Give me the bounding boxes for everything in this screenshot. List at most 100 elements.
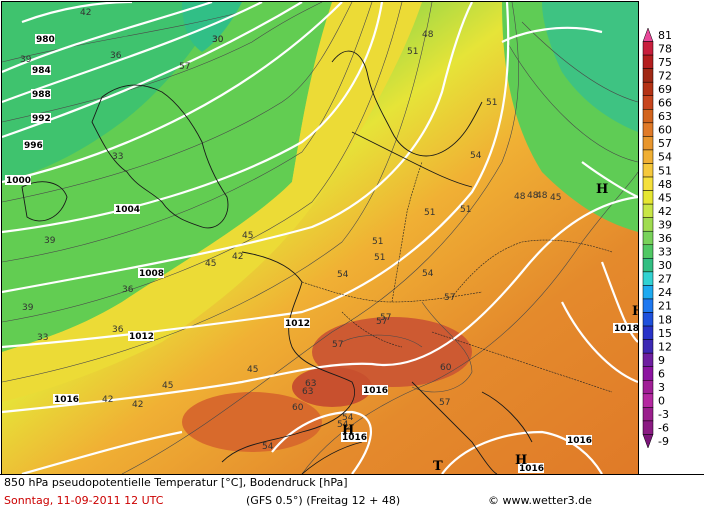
pressure-label-bg (284, 318, 310, 328)
temperature-label: 48 (536, 191, 548, 201)
temperature-label: 51 (460, 205, 471, 215)
legend-swatch (642, 420, 654, 435)
source-credit: © www.wetter3.de (488, 494, 592, 507)
temperature-label: 45 (242, 231, 253, 241)
legend-swatch (642, 95, 654, 110)
legend-value: 24 (658, 286, 672, 299)
legend-value: 36 (658, 232, 672, 245)
pressure-label-bg (566, 435, 592, 445)
pressure-label: 996 (24, 141, 43, 151)
legend-swatch (642, 41, 654, 56)
legend-swatch (642, 217, 654, 232)
pressure-label-bg (128, 331, 154, 341)
legend-swatch (642, 434, 654, 449)
pressure-labels: 980 984 988 992 996 1000 1004 1008 1012 1016 1012 1… (5, 34, 638, 474)
temperature-label: 57 (376, 317, 387, 327)
temperature-label: 42 (80, 8, 91, 18)
legend-value: 75 (658, 56, 672, 69)
high-pressure-marker: H (596, 182, 608, 197)
temperature-label: 54 (470, 151, 482, 161)
legend-swatch (642, 122, 654, 137)
pressure-label: 1004 (115, 205, 140, 215)
legend-swatch (642, 325, 654, 340)
map-panel: 42 39 36 33 30 57 54 51 48 45 63 60 57 54 51 45 42 39 36 33… (1, 1, 639, 475)
high-pressure-marker: H (632, 304, 638, 319)
temperature-label: 30 (212, 35, 224, 45)
temperature-label: 54 (342, 413, 354, 423)
legend-value: -9 (658, 435, 669, 448)
temperature-label: 60 (292, 403, 304, 413)
cold-core (182, 2, 242, 52)
pressure-centers: H H H H T (342, 182, 638, 474)
pressure-label-bg (31, 65, 51, 75)
legend-swatch (642, 176, 654, 191)
temperature-label: 30 (212, 35, 224, 45)
temperature-label: 42 (132, 400, 143, 410)
legend-value: -3 (658, 408, 669, 421)
legend-value: 3 (658, 381, 665, 394)
high-pressure-marker: H (515, 453, 527, 468)
model-info: (GFS 0.5°) (Freitag 12 + 48) (246, 494, 401, 507)
temperature-label: 48 (422, 30, 434, 40)
legend-value: 81 (658, 29, 672, 42)
legend-swatch (642, 407, 654, 422)
isotherms (2, 2, 638, 474)
temperature-label: 57 (439, 398, 450, 408)
legend-value: 30 (658, 259, 672, 272)
cold-airmass (2, 2, 222, 182)
pressure-label-bg (362, 385, 388, 395)
legend-value: 42 (658, 205, 672, 218)
temperature-label: 36 (110, 51, 122, 61)
pressure-label: 1016 (519, 464, 544, 474)
info-panel: 850 hPa pseudopotentielle Temperatur [°C… (0, 474, 704, 514)
legend-scale: 8178757269666360575451484542393633302724… (642, 27, 672, 449)
temperature-label: 45 (205, 259, 216, 269)
temperature-label: 57 (444, 293, 455, 303)
pressure-label: 1016 (567, 436, 592, 446)
temperature-label: 51 (374, 253, 385, 263)
pressure-label: 1008 (139, 269, 164, 279)
pressure-label-bg (23, 140, 43, 150)
legend-swatch (642, 230, 654, 246)
temperature-label: 39 (22, 303, 34, 313)
transition-zone (2, 2, 422, 402)
pressure-label: 1016 (342, 433, 367, 443)
hot-core-spain (182, 392, 322, 452)
northeast-cold (542, 2, 638, 132)
pressure-label: 992 (32, 114, 51, 124)
temperature-label: 57 (332, 340, 343, 350)
legend-swatch (642, 190, 654, 205)
legend-value: 69 (658, 83, 672, 96)
legend-swatch (642, 27, 654, 42)
pressure-label-bg (53, 394, 79, 404)
pressure-label: 984 (32, 66, 51, 76)
temperature-label: 51 (424, 208, 435, 218)
temperature-label: 33 (37, 333, 48, 343)
pressure-label-bg (518, 463, 544, 473)
info-line-2: Sonntag, 11-09-2011 12 UTC (GFS 0.5°) (F… (4, 494, 700, 507)
pressure-label-bg (613, 323, 638, 333)
temperature-label: 42 (102, 395, 113, 405)
temperature-label: 54 (262, 442, 274, 452)
temperature-label: 57 (179, 62, 190, 72)
valid-date: Sonntag, 11-09-2011 12 UTC (4, 494, 164, 507)
pressure-label-bg (114, 204, 140, 214)
high-pressure-marker: H (342, 423, 354, 438)
legend-value: 6 (658, 367, 665, 380)
legend-swatch (642, 298, 654, 313)
legend-value: 21 (658, 300, 672, 313)
legend-value: 54 (658, 151, 672, 164)
legend-value: -6 (658, 422, 669, 435)
hot-core-west (292, 367, 372, 407)
pressure-label: 1018 (614, 324, 638, 334)
legend-value: 18 (658, 313, 672, 326)
legend-value: 27 (658, 273, 672, 286)
legend-swatch (642, 380, 654, 395)
legend-value: 51 (658, 164, 672, 177)
legend-value: 45 (658, 191, 672, 204)
pressure-label-bg (35, 34, 55, 44)
temperature-label: 54 (337, 270, 349, 280)
temperature-label: 42 (232, 252, 243, 262)
